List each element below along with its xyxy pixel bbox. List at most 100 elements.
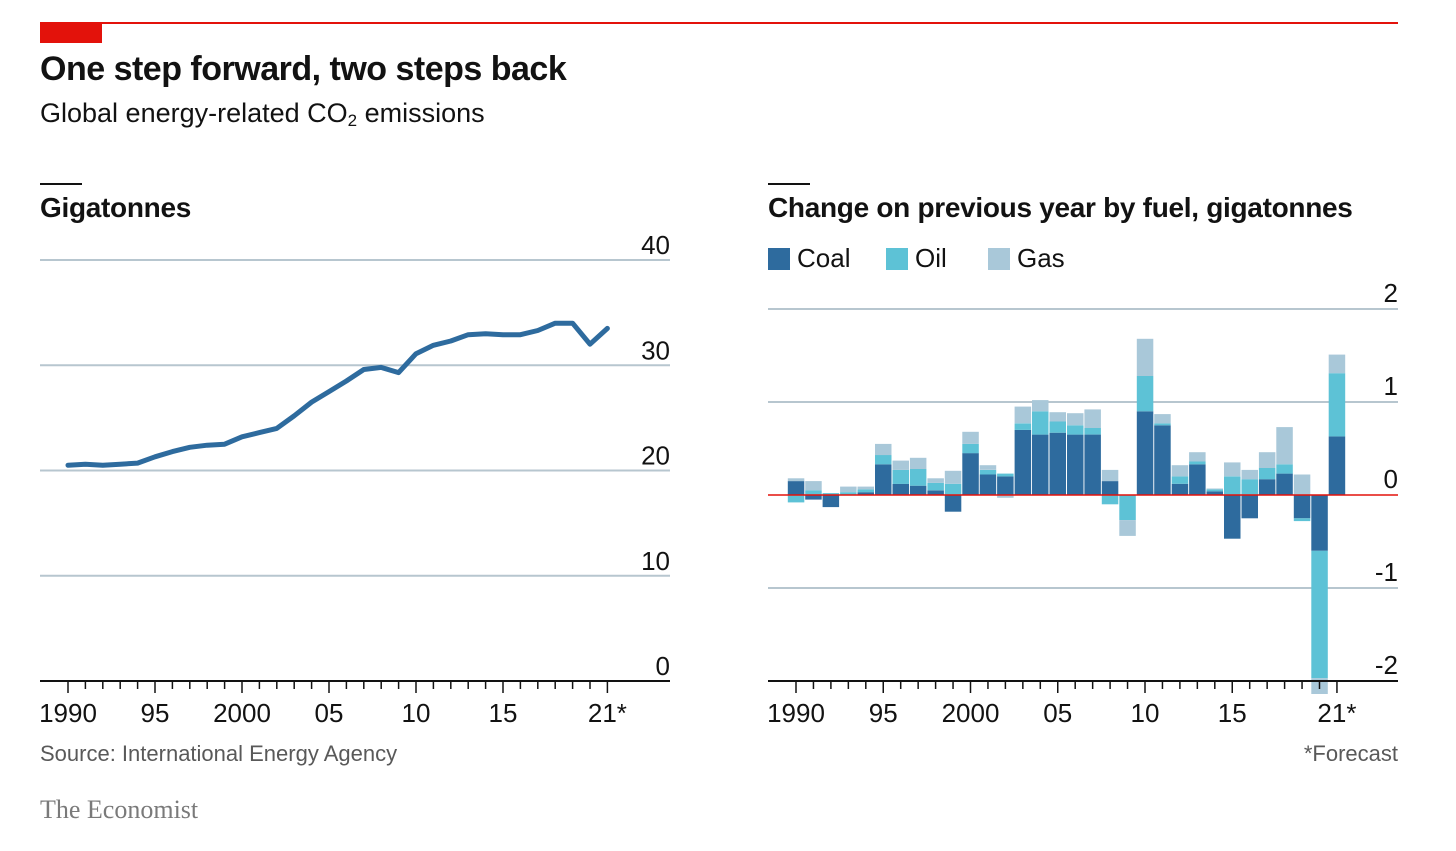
- bar-coal: [1101, 481, 1119, 495]
- bar-gas: [1328, 354, 1346, 374]
- brand-logo-text: The Economist: [40, 795, 199, 824]
- line-x-tick-label: 05: [315, 698, 344, 728]
- red-tag: [40, 22, 102, 43]
- bar-gas: [857, 486, 874, 490]
- bar-oil: [822, 493, 840, 495]
- bar-oil: [1293, 518, 1311, 522]
- bar-coal: [1293, 495, 1311, 519]
- bar-coal: [1171, 483, 1189, 495]
- legend-label-coal: Coal: [797, 243, 851, 273]
- bar-coal: [1084, 434, 1101, 495]
- bar-oil: [1189, 461, 1206, 465]
- bar-coal: [1241, 495, 1258, 519]
- bar-x-tick-label: 10: [1131, 698, 1160, 728]
- bar-gas: [1032, 400, 1049, 412]
- bar-x-tick-label: 95: [869, 698, 898, 728]
- bar-gas: [909, 457, 927, 469]
- legend-swatch-gas: [988, 248, 1010, 270]
- bar-gas: [1241, 469, 1258, 480]
- bar-gas: [892, 460, 909, 470]
- bar-oil: [997, 473, 1014, 477]
- bar-y-tick-label: 1: [1384, 371, 1398, 401]
- bar-oil: [1241, 479, 1258, 495]
- bar-oil: [857, 489, 874, 493]
- line-x-tick-label: 1990: [39, 698, 97, 728]
- bar-y-tick-label: 0: [1384, 464, 1398, 494]
- legend-swatch-oil: [886, 248, 908, 270]
- bar-coal: [1032, 434, 1049, 495]
- bar-y-tick-label: -1: [1375, 557, 1398, 587]
- legend-label-oil: Oil: [915, 243, 947, 273]
- line-y-tick-label: 40: [641, 230, 670, 260]
- bar-coal: [1154, 425, 1171, 496]
- right-panel-rule: [768, 183, 810, 185]
- line-x-tick-label: 21*: [588, 698, 627, 728]
- bar-gas: [1154, 414, 1171, 424]
- bar-oil: [1224, 476, 1241, 495]
- bar-coal: [1276, 473, 1293, 495]
- bar-gas: [1084, 409, 1101, 428]
- bar-gas: [1276, 427, 1293, 465]
- bar-oil: [1032, 411, 1049, 435]
- bar-oil: [1276, 464, 1293, 474]
- bar-gas: [1049, 412, 1066, 422]
- bar-oil: [1067, 425, 1084, 435]
- bar-gas: [875, 443, 892, 456]
- bar-gas: [1101, 469, 1119, 482]
- bar-oil: [840, 492, 857, 495]
- bar-coal: [875, 464, 892, 495]
- bar-oil: [1084, 428, 1101, 435]
- bar-gas: [1171, 465, 1189, 477]
- bar-oil: [909, 469, 927, 486]
- subtitle-subscript: 2: [347, 111, 358, 130]
- bar-coal: [805, 495, 822, 500]
- line-x-tick-label: 15: [489, 698, 518, 728]
- line-chart: 0 10 20 30 40 1990 95 2000 05 10 15 21*: [39, 230, 670, 728]
- bar-oil: [1328, 373, 1346, 437]
- bar-gas: [840, 486, 857, 493]
- bar-gas: [805, 481, 822, 491]
- bar-coal: [927, 490, 944, 495]
- bar-oil: [1136, 376, 1154, 412]
- bar-coal: [962, 453, 979, 495]
- bar-gas: [944, 470, 962, 484]
- bar-oil: [1014, 423, 1032, 430]
- bar-gas: [1258, 452, 1276, 468]
- bar-gas: [1014, 406, 1032, 424]
- bar-oil: [1206, 489, 1223, 492]
- bar-gas: [1206, 488, 1223, 490]
- bar-gas: [787, 478, 805, 482]
- bar-coal: [997, 476, 1014, 495]
- bar-coal: [979, 474, 997, 495]
- left-panel-rule: [40, 183, 82, 185]
- subtitle-main: Global energy-related CO: [40, 98, 348, 128]
- line-y-tick-label: 30: [641, 335, 670, 365]
- bar-oil: [1049, 421, 1066, 433]
- bar-oil: [1119, 495, 1136, 521]
- bar-coal: [1224, 495, 1241, 539]
- bar-oil: [1311, 550, 1328, 679]
- bar-oil: [962, 443, 979, 454]
- bar-coal: [1136, 411, 1154, 495]
- bar-gas: [1189, 452, 1206, 462]
- bar-coal: [787, 481, 805, 495]
- bar-coal: [1328, 436, 1346, 495]
- right-panel-title: Change on previous year by fuel, gigaton…: [768, 192, 1353, 223]
- bar-gas: [962, 431, 979, 444]
- line-y-tick-label: 10: [641, 546, 670, 576]
- bar-oil: [927, 482, 944, 491]
- bar-gas: [1119, 520, 1136, 536]
- bar-x-tick-label: 05: [1043, 698, 1072, 728]
- bar-y-tick-label: 2: [1384, 278, 1398, 308]
- forecast-footnote: *Forecast: [1303, 741, 1398, 766]
- bar-coal: [1258, 479, 1276, 495]
- bar-coal: [1014, 429, 1032, 495]
- bar-x-tick-label: 2000: [942, 698, 1000, 728]
- emissions-line: [65, 320, 610, 468]
- bar-gas: [1067, 413, 1084, 426]
- bar-coal: [909, 485, 927, 495]
- line-x-tick-label: 10: [402, 698, 431, 728]
- bar-gas: [997, 495, 1014, 498]
- bar-oil: [875, 455, 892, 465]
